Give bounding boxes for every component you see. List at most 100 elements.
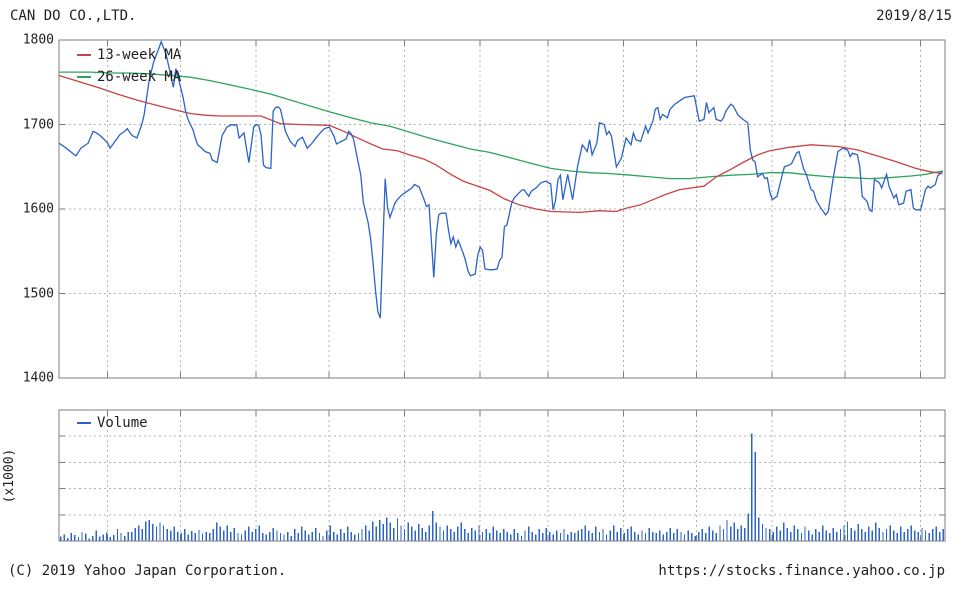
volume-bar xyxy=(169,530,172,541)
volume-bar xyxy=(162,525,165,541)
volume-bar xyxy=(598,531,601,541)
volume-bar xyxy=(701,529,703,541)
volume-bar xyxy=(155,526,158,541)
volume-bar xyxy=(191,531,193,541)
price-y-tick-label: 1600 xyxy=(22,201,54,217)
volume-bar xyxy=(318,533,321,541)
volume-bar xyxy=(216,522,218,541)
volume-bar xyxy=(77,537,80,541)
price-y-tick-label: 1700 xyxy=(22,117,54,132)
volume-bar xyxy=(194,533,197,541)
volume-bar xyxy=(166,529,168,541)
volume-bar xyxy=(797,529,799,541)
volume-bar xyxy=(506,531,509,541)
volume-bar xyxy=(223,530,225,541)
volume-bar xyxy=(81,531,83,541)
volume-bar xyxy=(726,520,728,541)
volume-bar xyxy=(371,521,374,541)
volume-bar xyxy=(446,525,448,541)
volume-bar xyxy=(620,527,622,541)
volume-bar xyxy=(361,529,363,541)
volume-axis-unit-label: (x1000) xyxy=(2,448,17,504)
volume-bar xyxy=(329,525,331,541)
volume-legend-label: Volume xyxy=(97,415,148,431)
volume-bar xyxy=(697,531,700,541)
volume-bar xyxy=(336,534,338,541)
volume-bar xyxy=(145,521,147,541)
volume-bar xyxy=(106,532,108,541)
plot-frame xyxy=(58,39,946,379)
volume-bar xyxy=(272,527,275,541)
volume-bar xyxy=(130,531,133,541)
volume-bar xyxy=(152,523,154,541)
volume-bar xyxy=(765,527,767,541)
volume-bar xyxy=(74,535,76,541)
volume-bar xyxy=(474,530,477,541)
volume-bar xyxy=(637,534,640,541)
volume-bar xyxy=(641,530,643,541)
volume-bar xyxy=(868,526,870,541)
volume-bar xyxy=(244,530,246,541)
ma13-legend-dash-icon xyxy=(77,54,91,56)
volume-bar xyxy=(109,537,112,541)
volume-bar xyxy=(495,530,498,541)
volume-bar xyxy=(846,521,849,541)
volume-bar xyxy=(768,529,771,541)
ma26-legend-dash-icon xyxy=(77,76,91,78)
plot-frame xyxy=(58,409,946,542)
volume-bar xyxy=(651,531,654,541)
volume-bar xyxy=(584,525,586,541)
volume-bar xyxy=(95,530,97,541)
volume-bar xyxy=(751,433,753,541)
volume-bar xyxy=(460,522,462,541)
volume-bar xyxy=(644,533,647,541)
volume-bar xyxy=(315,527,317,541)
volume-bar xyxy=(467,533,470,541)
volume-bar xyxy=(173,526,175,541)
volume-bar xyxy=(180,533,182,541)
volume-bar xyxy=(892,530,895,541)
volume-bar xyxy=(573,533,576,541)
legend-item-ma13: 13-week MA xyxy=(77,47,181,63)
ma26-legend-label: 26-week MA xyxy=(97,69,182,85)
volume-bar xyxy=(322,535,324,541)
volume-bar xyxy=(549,531,551,541)
volume-bar xyxy=(208,533,211,541)
volume-bar xyxy=(818,531,820,541)
volume-bar xyxy=(935,526,937,541)
quote-date: 2019/8/15 xyxy=(876,8,952,24)
volume-bar xyxy=(297,533,299,541)
volume-bar xyxy=(733,522,735,541)
volume-bar xyxy=(896,533,898,541)
volume-bar xyxy=(350,531,353,541)
volume-bar xyxy=(793,525,796,541)
volume-bar xyxy=(233,527,236,541)
volume-bar xyxy=(343,533,345,541)
volume-bar xyxy=(258,525,260,541)
volume-bar xyxy=(478,525,480,541)
volume-bar xyxy=(403,529,406,541)
volume-bar xyxy=(921,527,923,541)
volume-bar xyxy=(889,525,891,541)
volume-bar xyxy=(634,531,636,541)
volume-bar xyxy=(747,513,750,541)
volume-bar xyxy=(758,517,760,541)
volume-bar xyxy=(659,530,661,541)
volume-bar xyxy=(740,525,742,541)
volume-bar xyxy=(822,525,824,541)
volume-bar xyxy=(612,525,615,541)
volume-bar xyxy=(400,525,402,541)
volume-bar xyxy=(527,526,530,541)
volume-bar xyxy=(850,527,852,541)
volume-bar xyxy=(414,530,416,541)
volume-bar xyxy=(829,533,831,541)
volume-bar xyxy=(464,529,466,541)
volume-bar xyxy=(439,526,441,541)
volume-bar xyxy=(485,529,487,541)
volume-bar xyxy=(878,527,881,541)
volume-bar xyxy=(910,525,913,541)
volume-bar xyxy=(694,535,696,541)
volume-bar xyxy=(882,531,884,541)
